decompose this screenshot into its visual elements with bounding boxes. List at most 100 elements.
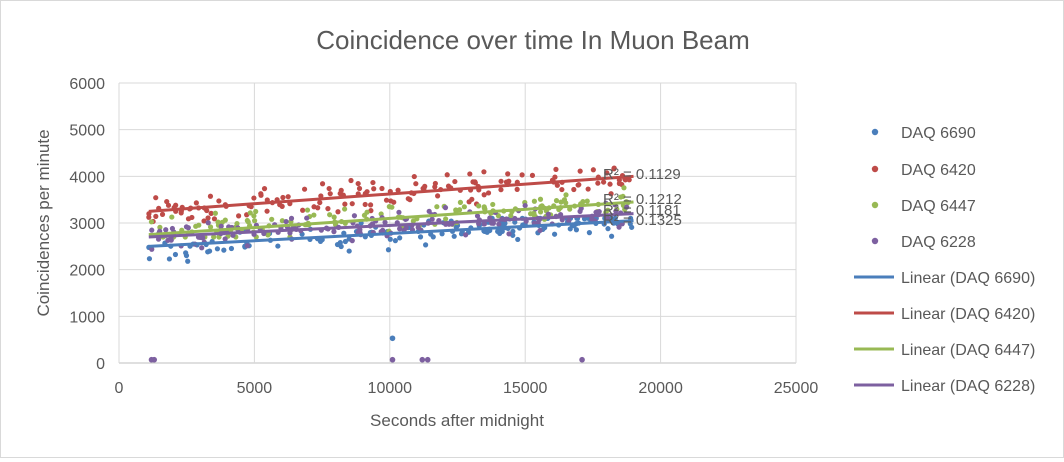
data-point xyxy=(545,211,551,217)
data-point xyxy=(595,180,601,186)
x-tick-label: 10000 xyxy=(368,380,413,397)
data-point xyxy=(387,236,393,242)
data-point xyxy=(419,356,426,363)
data-point xyxy=(183,250,189,256)
data-point xyxy=(251,213,257,219)
data-point xyxy=(216,198,222,204)
data-point xyxy=(385,247,392,253)
data-point xyxy=(315,205,321,211)
data-point xyxy=(559,186,565,193)
data-point xyxy=(185,216,192,222)
data-point xyxy=(396,209,402,215)
data-point xyxy=(252,218,258,224)
data-point xyxy=(288,215,295,221)
data-point xyxy=(351,213,358,219)
data-point xyxy=(193,200,199,206)
data-points xyxy=(146,165,635,363)
data-point xyxy=(424,356,431,363)
y-tick-label: 3000 xyxy=(69,216,105,233)
data-point xyxy=(519,172,525,178)
data-point xyxy=(331,214,337,220)
data-point xyxy=(621,185,627,191)
data-point xyxy=(590,167,596,173)
r-squared-label: R² = 0.1181 xyxy=(603,202,681,219)
data-point xyxy=(151,356,158,363)
data-point xyxy=(207,193,214,199)
y-tick-label: 2000 xyxy=(69,263,105,280)
data-point xyxy=(612,215,618,221)
r-squared-label: R² = 0.1129 xyxy=(603,166,681,183)
data-point xyxy=(467,171,473,177)
data-point xyxy=(275,243,281,249)
data-point xyxy=(201,218,207,224)
data-point xyxy=(311,212,317,218)
data-point xyxy=(166,256,173,262)
data-point xyxy=(405,196,411,202)
data-point xyxy=(389,204,395,210)
legend-label: Linear (DAQ 6420) xyxy=(901,306,1035,323)
data-point xyxy=(244,217,250,224)
data-point xyxy=(317,199,323,206)
data-point xyxy=(301,186,308,192)
data-point xyxy=(222,236,228,242)
data-point xyxy=(149,227,155,233)
data-point xyxy=(605,207,611,213)
data-point xyxy=(452,178,458,185)
data-point xyxy=(205,249,211,255)
data-point xyxy=(382,219,388,225)
legend-label: DAQ 6690 xyxy=(901,125,976,142)
data-point xyxy=(148,219,155,225)
data-point xyxy=(146,256,153,262)
data-point xyxy=(169,214,175,220)
data-point xyxy=(208,210,214,216)
data-point xyxy=(172,251,179,258)
data-point xyxy=(626,177,632,183)
data-point xyxy=(251,195,257,201)
data-point xyxy=(485,190,492,196)
data-point xyxy=(439,231,445,237)
data-point xyxy=(304,215,310,221)
data-point xyxy=(566,218,572,224)
data-point xyxy=(608,191,614,197)
data-point xyxy=(334,241,341,248)
data-point xyxy=(346,248,352,254)
legend-label: Linear (DAQ 6447) xyxy=(901,342,1035,359)
x-axis-label: Seconds after midnight xyxy=(370,411,544,430)
data-point xyxy=(380,227,386,233)
data-point xyxy=(327,191,333,197)
data-point xyxy=(481,204,487,210)
data-point xyxy=(423,242,429,248)
data-point xyxy=(563,192,569,198)
data-point xyxy=(579,356,585,363)
legend-label: Linear (DAQ 6690) xyxy=(901,270,1035,287)
data-point xyxy=(434,204,440,210)
data-point xyxy=(342,206,348,212)
data-point xyxy=(348,177,354,184)
data-point xyxy=(506,231,512,237)
data-point xyxy=(327,212,333,218)
data-point xyxy=(531,198,537,204)
r-squared-label: R² = 0.1212 xyxy=(603,191,682,208)
data-point xyxy=(146,214,152,220)
r-squared-label: R² = 0.1325 xyxy=(603,212,682,229)
data-point xyxy=(472,179,478,185)
x-tick-label: 0 xyxy=(115,380,124,397)
data-point xyxy=(355,180,361,187)
data-point xyxy=(571,186,577,193)
data-point xyxy=(349,238,355,244)
y-tick-label: 0 xyxy=(96,356,105,373)
data-point xyxy=(211,234,217,240)
data-point xyxy=(451,233,457,239)
data-point xyxy=(466,199,472,205)
data-point xyxy=(609,215,615,221)
legend-label: DAQ 6228 xyxy=(901,234,976,251)
data-point xyxy=(163,227,169,233)
data-point xyxy=(585,186,591,192)
y-tick-label: 5000 xyxy=(69,123,105,140)
data-point xyxy=(205,215,211,221)
y-tick-label: 6000 xyxy=(69,76,105,93)
data-point xyxy=(481,192,487,198)
data-point xyxy=(586,230,592,236)
data-point xyxy=(157,224,163,230)
y-axis-label: Coincidences per minute xyxy=(34,129,53,316)
